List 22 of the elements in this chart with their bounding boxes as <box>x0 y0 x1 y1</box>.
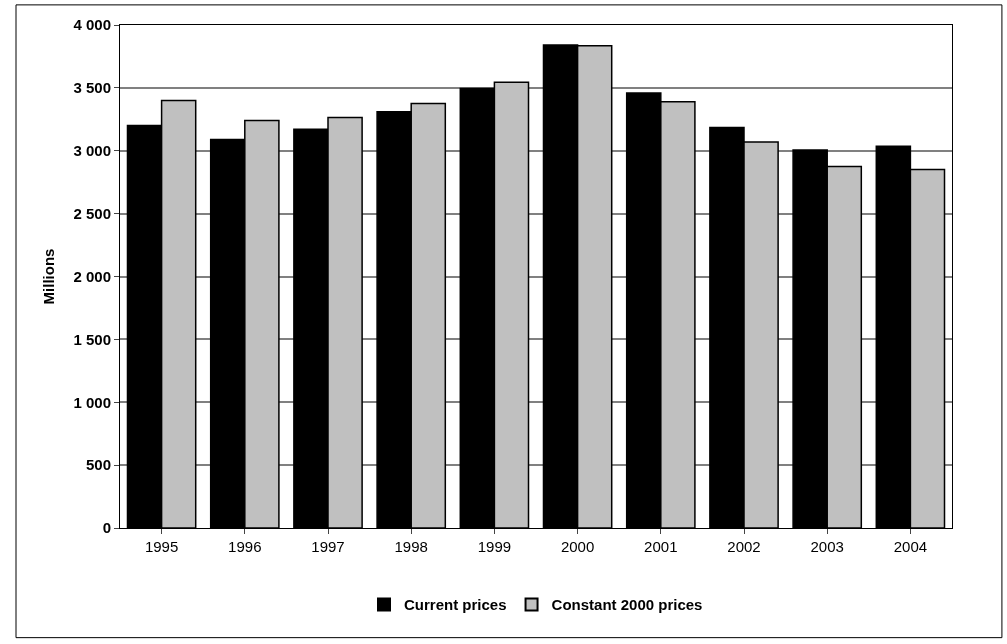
x-tick-label: 1999 <box>477 538 512 555</box>
y-tick-label: 2 000 <box>73 267 111 285</box>
y-tick-label: 0 <box>102 519 111 537</box>
y-tick-label: 3 500 <box>73 79 111 97</box>
x-tick-label: 2000 <box>560 538 595 555</box>
y-tick-label: 1 000 <box>73 393 111 411</box>
y-tick-label: 500 <box>85 456 111 474</box>
x-tick-label: 2001 <box>644 538 678 555</box>
y-tick-label: 2 500 <box>73 204 111 222</box>
x-tick-label: 1996 <box>228 538 262 555</box>
x-tick-label: 1998 <box>394 538 428 555</box>
x-tick-label: 2002 <box>727 538 761 555</box>
legend-label: Current prices <box>404 596 507 614</box>
x-tick-label: 2003 <box>810 538 844 555</box>
x-tick-label: 2004 <box>893 538 928 555</box>
x-tick-label: 1995 <box>144 538 179 555</box>
legend-label: Constant 2000 prices <box>551 596 703 614</box>
x-tick-label: 1997 <box>311 538 345 555</box>
y-axis-title: Millions <box>39 248 57 305</box>
y-tick-label: 1 500 <box>73 330 111 348</box>
y-tick-label: 3 000 <box>73 142 111 159</box>
y-tick-label: 4 000 <box>73 16 111 34</box>
